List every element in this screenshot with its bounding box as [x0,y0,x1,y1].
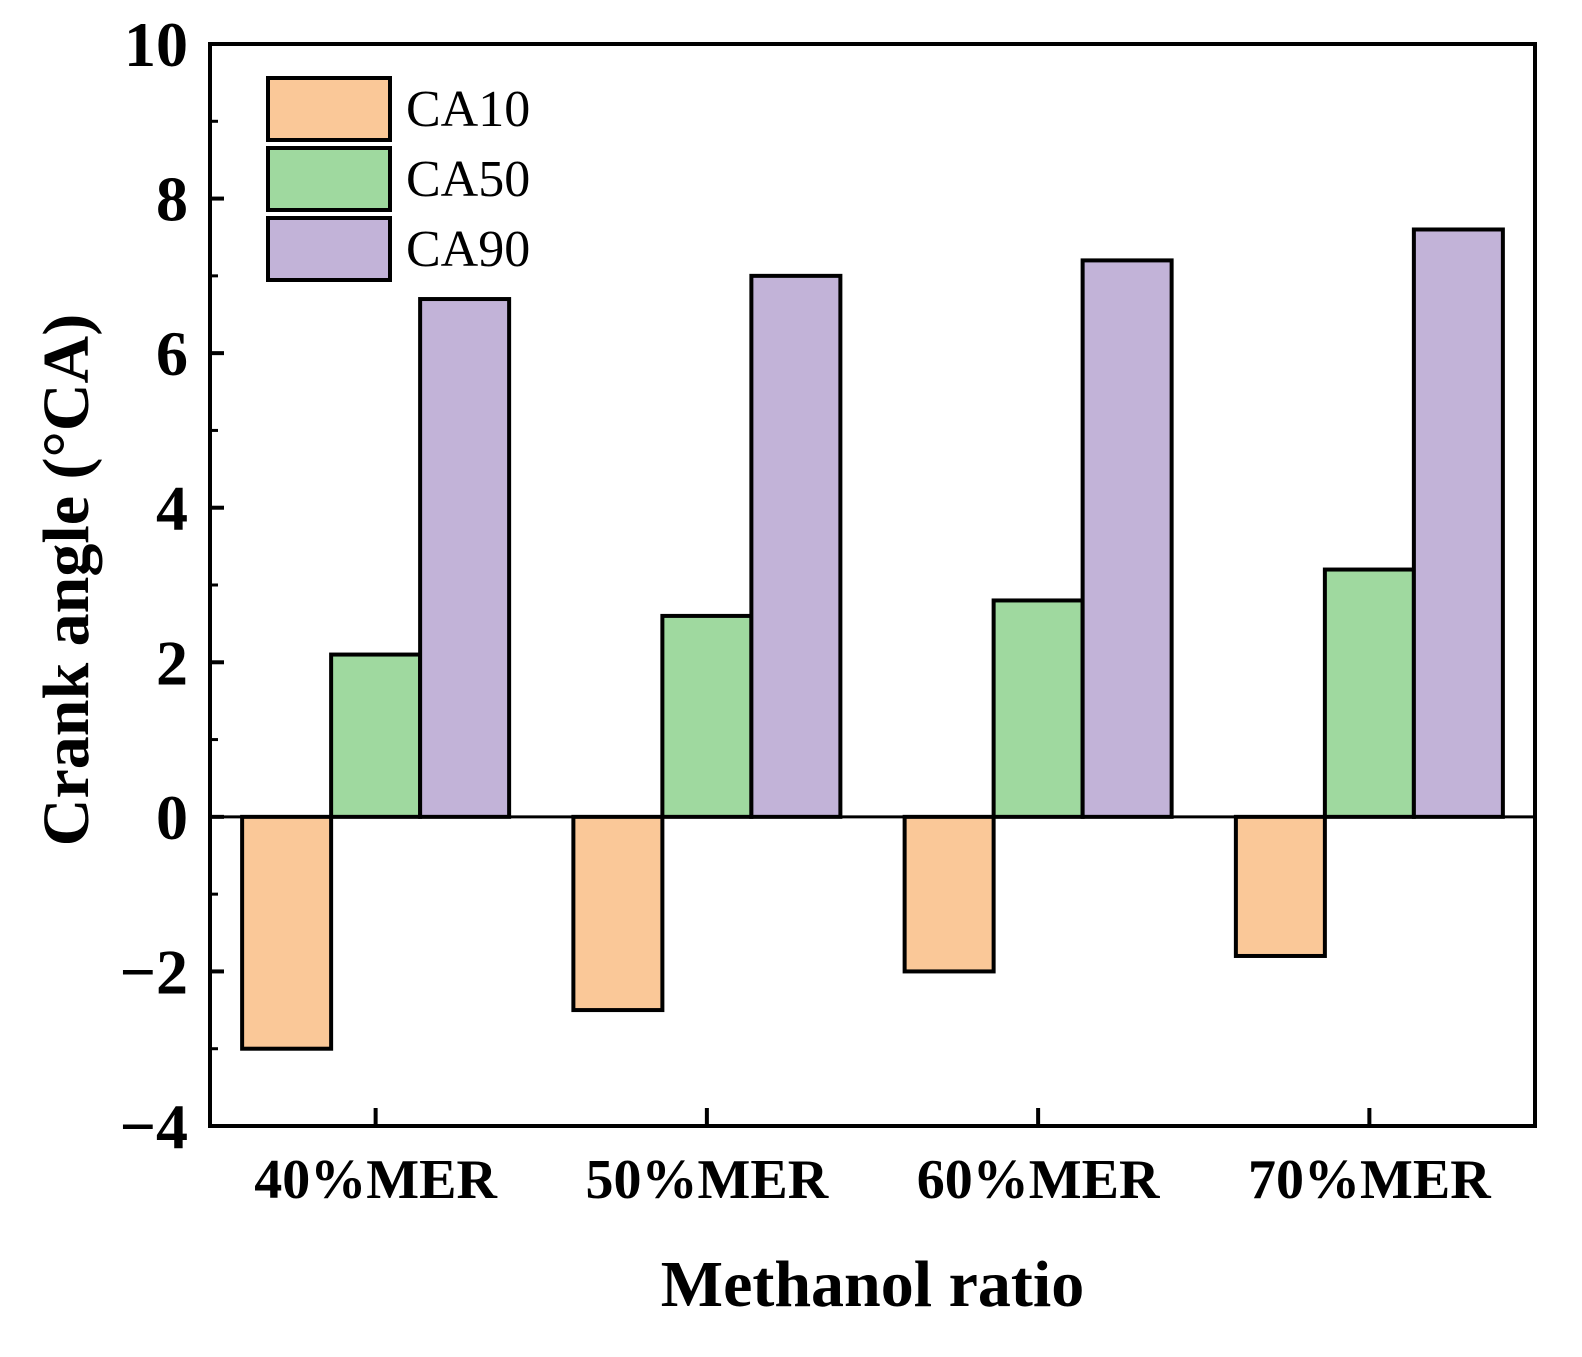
x-tick-label: 50%MER [586,1149,829,1211]
bar-ca50-1 [329,652,423,819]
legend-swatch-ca10 [266,76,392,142]
bar-ca10-1 [240,814,334,1051]
bar-ca90-3 [1080,258,1174,819]
bar-ca10-3 [902,814,996,974]
y-axis-title: Crank angle (°CA) [30,314,103,846]
y-axis: −4 −2 0 2 4 6 8 10 [120,9,224,1162]
bar-ca10-2 [571,814,665,1013]
y-tick-label: 2 [156,627,188,698]
bar-ca90-4 [1411,227,1505,819]
x-tick-label: 60%MER [917,1149,1160,1211]
y-tick-label: 10 [124,9,188,80]
x-tick-label: 40%MER [254,1149,497,1211]
bar-ca50-3 [991,598,1085,819]
legend-swatch-ca50 [266,146,392,212]
y-tick-label: −2 [120,936,188,1007]
legend-label-ca90: CA90 [406,221,530,278]
bar-ca50-4 [1322,567,1416,819]
y-tick-label: 6 [156,318,188,389]
y-tick-label: 4 [156,473,188,544]
x-axis-title: Methanol ratio [661,1248,1084,1321]
legend-label-ca10: CA10 [406,81,530,138]
x-axis: 40%MER 50%MER 60%MER 70%MER [254,1108,1491,1211]
legend-swatch-ca90 [266,216,392,282]
legend: CA10 CA50 CA90 [266,76,530,282]
y-tick-label: 0 [156,782,188,853]
bar-ca10-4 [1233,814,1327,958]
x-tick-label: 70%MER [1248,1149,1491,1211]
y-tick-label: −4 [120,1091,188,1162]
bars-group [240,227,1505,1051]
legend-label-ca50: CA50 [406,151,530,208]
bar-ca90-2 [749,273,843,819]
y-tick-label: 8 [156,164,188,235]
bar-ca50-2 [660,613,754,819]
bar-ca90-1 [418,297,512,819]
